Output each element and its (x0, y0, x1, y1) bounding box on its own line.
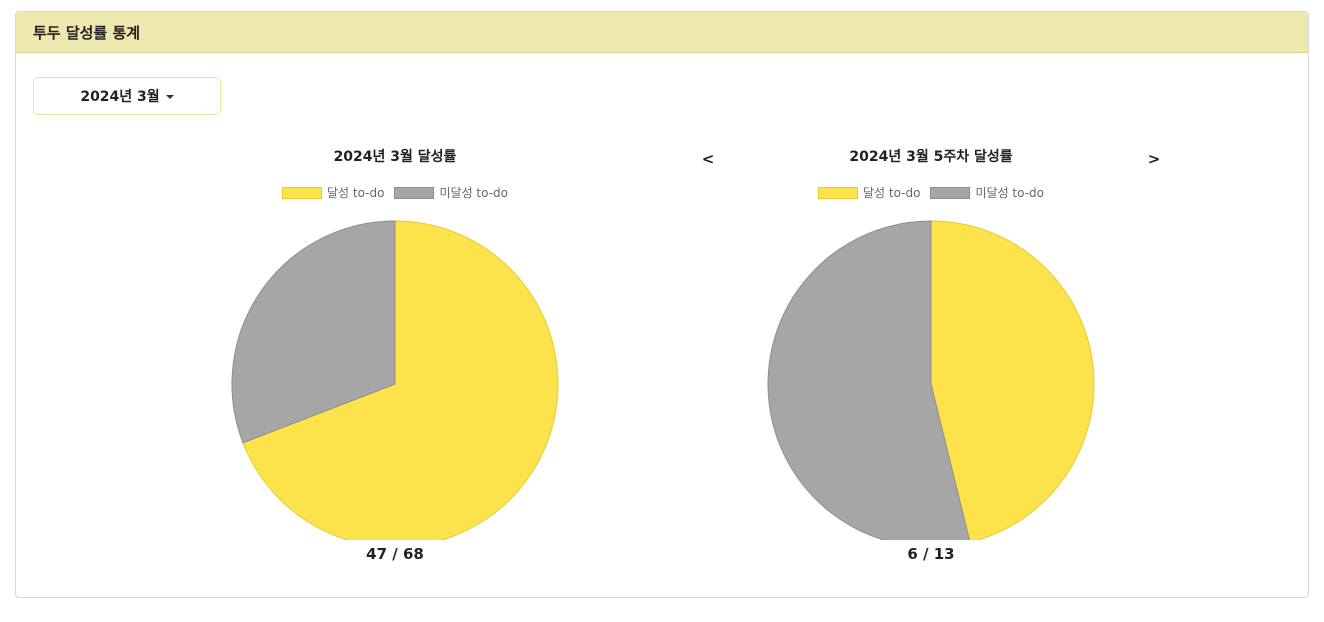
legend-swatch-not-achieved (930, 186, 971, 199)
monthly-count: 47 / 68 (366, 545, 424, 563)
stats-panel: 투두 달성률 통계 2024년 3월 2024년 3월 달성률 달성 to-do… (15, 11, 1309, 598)
prev-week-button[interactable]: < (701, 150, 715, 168)
next-week-button[interactable]: > (1147, 150, 1161, 168)
pie-slice-not-achieved[interactable] (767, 220, 970, 540)
weekly-count: 6 / 13 (907, 545, 955, 563)
legend-item-achieved[interactable]: 달성 to-do (282, 184, 384, 201)
month-dropdown[interactable]: 2024년 3월 (33, 77, 221, 115)
weekly-chart-title: 2024년 3월 5주차 달성률 (849, 149, 1013, 165)
monthly-chart-title: 2024년 3월 달성률 (333, 149, 457, 165)
legend-label-not-achieved: 미달성 to-do (975, 186, 1044, 200)
weekly-pie (767, 220, 1095, 540)
pie-slice-achieved[interactable] (930, 220, 1095, 540)
monthly-chart-legend: 달성 to-do 미달성 to-do (127, 184, 663, 201)
legend-swatch-achieved (282, 186, 323, 199)
legend-swatch-not-achieved (394, 186, 435, 199)
legend-label-not-achieved: 미달성 to-do (439, 186, 508, 200)
monthly-pie (231, 220, 559, 540)
legend-label-achieved: 달성 to-do (327, 186, 385, 200)
page-title: 투두 달성률 통계 (33, 23, 141, 42)
monthly-chart: 2024년 3월 달성률 달성 to-do 미달성 to-do 47 / 68 (127, 140, 663, 597)
pie-slice-achieved[interactable] (242, 220, 559, 540)
legend-item-not-achieved[interactable]: 미달성 to-do (394, 184, 508, 201)
weekly-chart: 2024년 3월 5주차 달성률 달성 to-do 미달성 to-do 6 / … (663, 140, 1199, 597)
weekly-chart-legend: 달성 to-do 미달성 to-do (663, 184, 1199, 201)
caret-down-icon (165, 95, 174, 99)
legend-label-achieved: 달성 to-do (863, 186, 921, 200)
legend-item-not-achieved[interactable]: 미달성 to-do (930, 184, 1044, 201)
pie-slice-not-achieved[interactable] (231, 220, 396, 444)
legend-swatch-achieved (818, 186, 859, 199)
panel-header: 투두 달성률 통계 (16, 12, 1308, 53)
month-dropdown-label: 2024년 3월 (80, 89, 160, 105)
legend-item-achieved[interactable]: 달성 to-do (818, 184, 920, 201)
